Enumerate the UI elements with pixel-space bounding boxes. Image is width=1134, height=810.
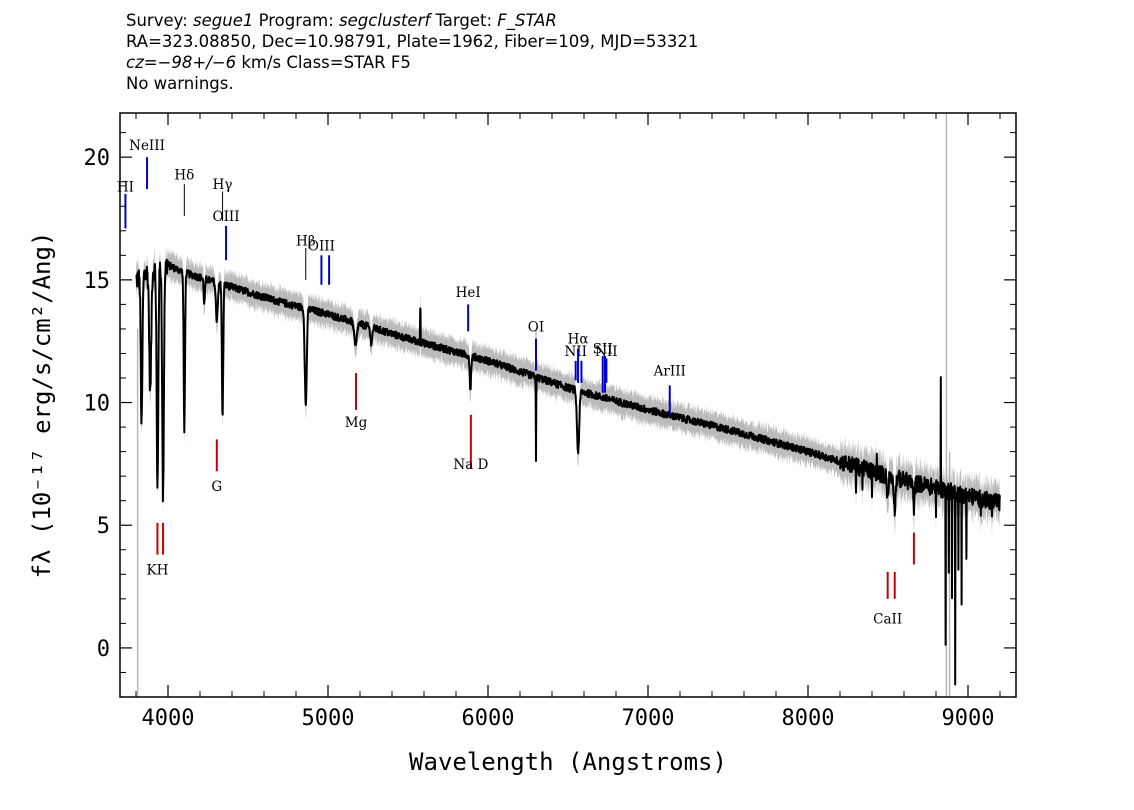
line-label: Hδ [174, 167, 194, 183]
line-label: OI [528, 319, 544, 335]
program-value: segclusterf [339, 11, 431, 30]
tick-layer: 4000 5000 6000 7000 8000 9000 0 5 10 15 20 [84, 113, 1016, 731]
line-label: Na D [453, 457, 488, 473]
survey-label: Survey: [126, 11, 188, 30]
header-line-2: RA=323.08850, Dec=10.98791, Plate=1962, … [126, 32, 699, 51]
redshift-value: =−98+/−6 [143, 53, 237, 72]
line-label: OIII [213, 209, 240, 225]
line-label: Hβ [296, 234, 316, 250]
line-label: KH [147, 562, 169, 578]
y-tick-label: 15 [84, 269, 111, 294]
survey-value: segue1 [193, 11, 254, 30]
line-label: Hα [568, 332, 589, 348]
x-axis-title: Wavelength (Angstroms) [409, 748, 727, 776]
target-value: F_STAR [497, 11, 557, 30]
x-tick-label: 7000 [622, 706, 675, 731]
redshift-var: cz [126, 53, 144, 72]
noise-band [136, 246, 1000, 697]
y-tick-label: 20 [84, 146, 111, 171]
x-tick-label: 8000 [782, 706, 835, 731]
line-label: Hγ [213, 177, 233, 193]
program-label: Program: [258, 11, 334, 30]
line-marker-layer: HINeIIIHδHγOIIIHβOIIIHeIOINIIHαNIISIIArI… [117, 138, 915, 627]
x-tick-label: 9000 [942, 706, 995, 731]
line-label: NII [564, 344, 586, 360]
x-tick-label: 5000 [302, 706, 355, 731]
redshift-unit: km/s Class=STAR F5 [236, 53, 411, 72]
x-tick-label: 6000 [462, 706, 515, 731]
header-line-3: cz=−98+/−6 km/s Class=STAR F5 [126, 52, 698, 73]
line-label: NeIII [129, 138, 165, 154]
target-label: Target: [435, 11, 493, 30]
x-tick-label: 4000 [142, 706, 195, 731]
flux-layer [135, 258, 1001, 686]
header-line-1: Survey: segue1 Program: segclusterf Targ… [126, 10, 698, 31]
y-tick-label: 5 [97, 514, 110, 539]
y-tick-label: 0 [97, 637, 110, 662]
plot-frame [119, 112, 1017, 698]
y-tick-label: 10 [84, 392, 111, 417]
line-label: SII [593, 341, 613, 357]
line-label: HeI [456, 285, 481, 301]
spectrum-header: Survey: segue1 Program: segclusterf Targ… [126, 10, 698, 94]
flux-series-line [135, 258, 1001, 686]
y-axis-title: fλ (10⁻¹⁷ erg/s/cm²/Ang) [28, 232, 56, 579]
line-label: CaII [873, 611, 902, 627]
line-label: ArIII [653, 364, 686, 380]
line-label: NII [595, 344, 617, 360]
line-label: OIII [308, 238, 335, 254]
line-label: HI [117, 180, 134, 196]
noise-layer [136, 113, 1000, 697]
header-line-4: No warnings. [126, 74, 234, 93]
line-label: Mg [345, 415, 368, 431]
line-label: G [211, 479, 222, 495]
